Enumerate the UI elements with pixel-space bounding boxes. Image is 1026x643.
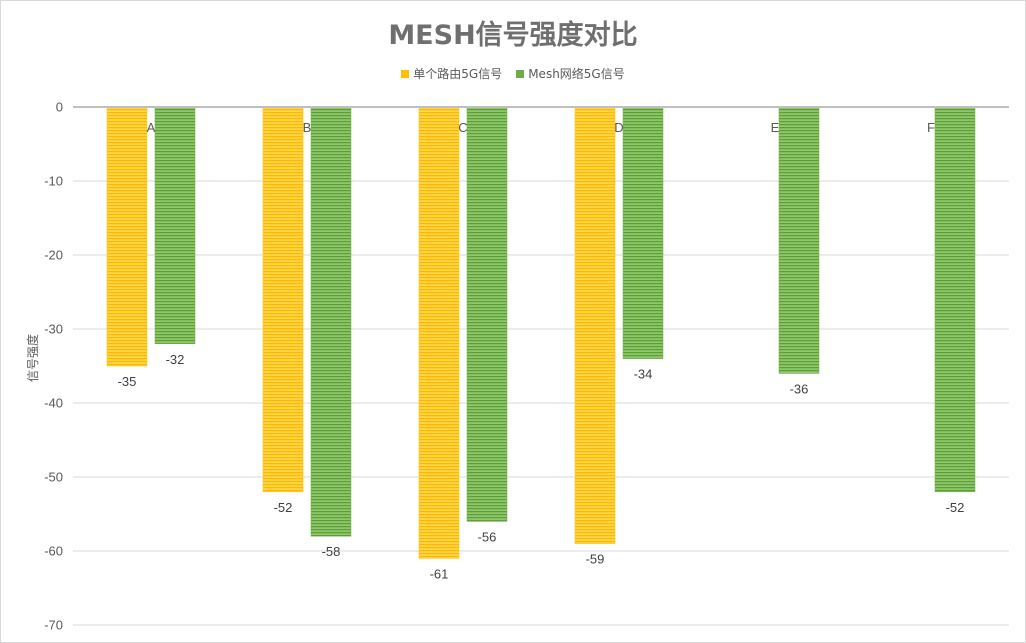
bar-a-series-1 bbox=[106, 106, 148, 367]
y-tick-label: -30 bbox=[44, 322, 63, 337]
y-tick-label: -40 bbox=[44, 396, 63, 411]
y-tick-label: -10 bbox=[44, 174, 63, 189]
data-label: -58 bbox=[322, 544, 341, 559]
bar-b-series-1 bbox=[262, 106, 304, 493]
y-tick-label: -60 bbox=[44, 544, 63, 559]
category-label: E bbox=[771, 120, 780, 135]
data-label: -32 bbox=[166, 352, 185, 367]
y-tick-label: -20 bbox=[44, 248, 63, 263]
y-tick-label: -50 bbox=[44, 470, 63, 485]
bar-b-series-2 bbox=[310, 106, 352, 537]
data-label: -61 bbox=[430, 566, 449, 581]
data-label: -52 bbox=[274, 500, 293, 515]
legend-item-mesh: Mesh网络5G信号 bbox=[516, 65, 625, 82]
legend-item-single-router: 单个路由5G信号 bbox=[401, 65, 502, 82]
category-label: B bbox=[303, 120, 312, 135]
y-tick-label: -70 bbox=[44, 618, 63, 633]
category-label: F bbox=[927, 120, 935, 135]
bar-c-series-1 bbox=[418, 106, 460, 559]
bar-d-series-1 bbox=[574, 106, 616, 544]
data-label: -36 bbox=[790, 381, 809, 396]
bar-d-series-2 bbox=[622, 106, 664, 359]
y-axis-title: 信号强度 bbox=[25, 334, 40, 382]
legend-label-single-router: 单个路由5G信号 bbox=[413, 67, 503, 81]
data-label: -34 bbox=[634, 367, 653, 382]
data-label: -56 bbox=[478, 529, 497, 544]
category-label: D bbox=[614, 120, 623, 135]
data-label: -52 bbox=[946, 500, 965, 515]
bar-c-series-2 bbox=[466, 106, 508, 522]
legend-swatch-mesh bbox=[516, 69, 525, 78]
legend-swatch-single-router bbox=[401, 69, 410, 78]
bar-a-series-2 bbox=[154, 106, 196, 345]
legend-label-mesh: Mesh网络5G信号 bbox=[528, 67, 625, 81]
legend: 单个路由5G信号 Mesh网络5G信号 bbox=[1, 65, 1025, 82]
data-label: -59 bbox=[586, 552, 605, 567]
bar-f-series-2 bbox=[934, 106, 976, 493]
category-label: A bbox=[147, 120, 156, 135]
data-label: -35 bbox=[118, 374, 137, 389]
chart-title: MESH信号强度对比 bbox=[388, 20, 638, 51]
category-label: C bbox=[458, 120, 467, 135]
y-tick-label: 0 bbox=[56, 100, 63, 115]
bar-e-series-2 bbox=[778, 106, 820, 374]
